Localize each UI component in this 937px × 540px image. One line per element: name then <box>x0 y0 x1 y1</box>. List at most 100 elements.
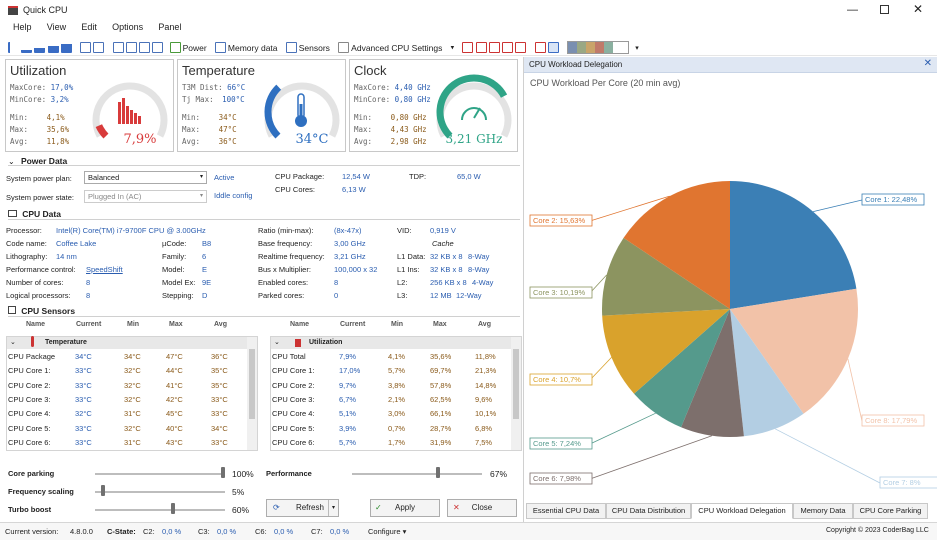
close-button[interactable]: ✕ Close <box>447 499 517 517</box>
clock-panel: Clock MaxCore: 4,40 GHz MinCore: 0,80 GH… <box>349 59 518 152</box>
idle-config-link[interactable]: Iddle config <box>214 191 253 200</box>
layout-icon-3[interactable] <box>488 42 500 53</box>
avg-label: Avg: <box>10 137 29 146</box>
document-icon[interactable] <box>152 42 164 53</box>
frequency-scaling-slider[interactable] <box>95 491 225 493</box>
signal-icon-1[interactable] <box>8 42 19 53</box>
sensor-row-value: 4,1% <box>388 352 406 361</box>
scrollbar[interactable] <box>511 337 521 450</box>
temperature-panel: Temperature T3M Dist: 66°C Tj Max: 100°C… <box>177 59 346 152</box>
menu-edit[interactable]: Edit <box>81 22 97 32</box>
bars-icon-1[interactable] <box>21 42 33 53</box>
layout-icon-5[interactable] <box>515 42 527 53</box>
toolbar: Power Memory data Sensors Advanced CPU S… <box>0 38 937 56</box>
menu-options[interactable]: Options <box>112 22 144 32</box>
c2-label: C2: <box>143 527 155 536</box>
min-core-label: MinCore: <box>10 95 47 104</box>
tab-cpu-data-distribution[interactable]: CPU Data Distribution <box>606 503 691 519</box>
lithography-value: 14 nm <box>56 252 77 261</box>
tdp-value: 65,0 W <box>457 172 481 181</box>
performance-control-link[interactable]: SpeedShift <box>86 265 123 274</box>
performance-slider[interactable] <box>352 473 482 475</box>
tab-memory-data[interactable]: Memory Data <box>793 503 853 519</box>
tab-essential-cpu-data[interactable]: Essential CPU Data <box>526 503 606 519</box>
sensor-row-value: 42°C <box>166 394 183 404</box>
max-value: 35,6% <box>46 125 70 134</box>
chevron-down-icon[interactable]: ⌄ <box>10 339 16 346</box>
minimize-button[interactable]: — <box>847 4 858 16</box>
layout-icon-1[interactable] <box>462 42 474 53</box>
stack-icon[interactable] <box>139 42 151 53</box>
chevron-down-icon[interactable]: ▾ <box>450 44 455 52</box>
chevron-down-icon[interactable]: ⌄ <box>274 339 280 346</box>
bars-icon-3[interactable] <box>47 42 59 53</box>
sensor-row-value: 17,0% <box>339 366 361 376</box>
frequency-scaling-thumb[interactable] <box>101 485 106 496</box>
pie-slice[interactable] <box>681 309 744 437</box>
color-theme-select[interactable] <box>567 41 629 54</box>
menu-help[interactable]: Help <box>13 22 32 32</box>
new-icon[interactable] <box>112 42 124 53</box>
power-state-label: System power state: <box>6 193 74 202</box>
battery-icon[interactable] <box>169 42 181 53</box>
bars-icon-4[interactable] <box>60 42 72 53</box>
advanced-cpu-settings-button[interactable]: Advanced CPU Settings <box>351 42 443 53</box>
power-plan-select[interactable]: Balanced ▾ <box>84 171 207 184</box>
sensor-row-value: 47°C <box>166 352 183 361</box>
apply-button[interactable]: ✓ Apply <box>370 499 440 517</box>
layout-icon-4[interactable] <box>502 42 514 53</box>
chart-icon[interactable] <box>534 42 546 53</box>
performance-thumb[interactable] <box>436 467 441 478</box>
memory-icon[interactable] <box>214 42 226 53</box>
pie-slice[interactable] <box>623 181 730 309</box>
core-parking-thumb[interactable] <box>221 467 225 478</box>
close-window-button[interactable]: ✕ <box>913 2 924 16</box>
pie-slice[interactable] <box>730 288 859 414</box>
chip-icon[interactable] <box>285 42 297 53</box>
utilization-group-row[interactable]: ⌄ Utilization <box>271 337 511 349</box>
monitor-icon[interactable] <box>125 42 137 53</box>
power-data-header: Power Data <box>20 156 68 166</box>
power-button[interactable]: Power <box>182 42 207 53</box>
pie-slice[interactable] <box>602 237 730 316</box>
scrollbar[interactable] <box>247 337 257 450</box>
pie-slice[interactable] <box>730 181 857 309</box>
tab-cpu-workload-delegation[interactable]: CPU Workload Delegation <box>691 503 793 519</box>
tab-cpu-core-parking[interactable]: CPU Core Parking <box>853 503 928 519</box>
sensor-row-name: CPU Core 1: <box>8 366 51 376</box>
core-parking-slider[interactable] <box>95 473 225 475</box>
turbo-boost-thumb[interactable] <box>170 503 175 514</box>
sensor-row-value: 32°C <box>124 366 141 376</box>
chevron-down-icon[interactable]: ▾ <box>635 44 639 52</box>
pie-slice[interactable] <box>634 309 730 428</box>
bars-icon-2[interactable] <box>34 42 46 53</box>
code-name-value: Coffee Lake <box>56 239 97 248</box>
sensor-row-value: 3,9% <box>339 423 357 433</box>
menu-panel[interactable]: Panel <box>158 22 182 32</box>
configure-label: Configure <box>368 527 401 536</box>
min-value: 0,80 GHz <box>390 113 427 122</box>
wrench-icon[interactable] <box>338 42 350 53</box>
sensors-button[interactable]: Sensors <box>298 42 330 53</box>
pie-slice[interactable] <box>602 309 730 394</box>
parked-cores-value: 0 <box>334 291 339 300</box>
stepping-value: D <box>202 291 208 300</box>
maximize-button[interactable] <box>880 5 889 14</box>
close-panel-icon[interactable]: ✕ <box>923 58 932 69</box>
temperature-group-row[interactable]: ⌄ Temperature <box>7 336 247 349</box>
chevron-down-icon[interactable]: ⌄ <box>8 157 15 166</box>
layout-icon-2[interactable] <box>475 42 487 53</box>
sensor-row-value: 33°C <box>211 437 228 447</box>
memory-data-button[interactable]: Memory data <box>227 42 278 53</box>
panel-icon[interactable] <box>547 42 559 53</box>
turbo-boost-slider[interactable] <box>95 509 225 511</box>
pie-slice[interactable] <box>730 309 804 437</box>
power-state-select[interactable]: Plugged In (AC) ▾ <box>84 190 207 203</box>
chevron-down-icon[interactable]: ▾ <box>327 500 335 516</box>
settings-icon[interactable] <box>80 42 92 53</box>
refresh-button[interactable]: ⟳ Refresh ▾ <box>266 499 339 517</box>
configure-dropdown[interactable]: Configure ▾ <box>368 527 406 536</box>
pie-slice-label: Core 7: 8% <box>883 478 921 487</box>
image-icon[interactable] <box>93 42 105 53</box>
menu-view[interactable]: View <box>46 22 67 32</box>
